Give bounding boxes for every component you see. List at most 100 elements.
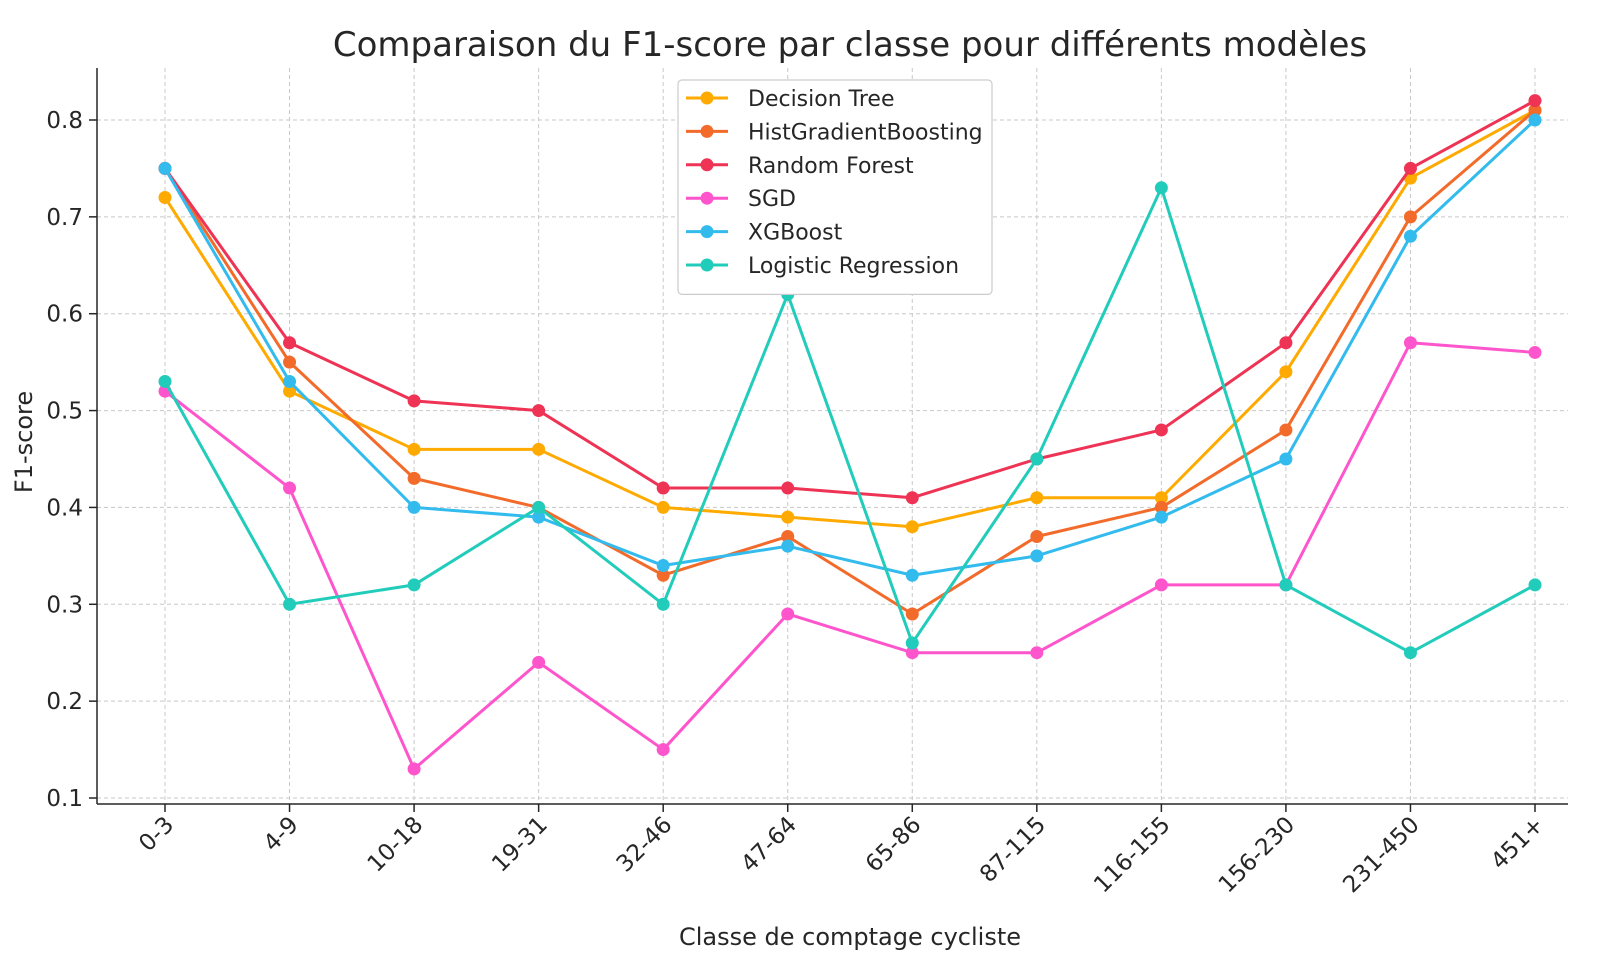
series-decision-tree bbox=[158, 103, 1542, 534]
legend-item-xgboost: XGBoost bbox=[686, 221, 843, 246]
data-point-random-forest bbox=[1279, 336, 1293, 350]
y-tick-label: 0.6 bbox=[46, 302, 83, 328]
data-point-logistic-regression bbox=[1030, 452, 1044, 466]
data-point-histgradientboosting bbox=[407, 471, 421, 485]
data-point-xgboost bbox=[158, 161, 172, 175]
y-tick-label: 0.4 bbox=[46, 495, 83, 521]
data-point-decision-tree bbox=[781, 510, 795, 524]
data-point-decision-tree bbox=[905, 520, 919, 534]
legend-item-sgd: SGD bbox=[686, 187, 796, 212]
data-point-random-forest bbox=[1154, 423, 1168, 437]
chart-title: Comparaison du F1-score par classe pour … bbox=[333, 25, 1367, 65]
x-tick-label: 0-3 bbox=[134, 812, 179, 857]
data-point-sgd bbox=[656, 743, 670, 757]
data-point-decision-tree bbox=[532, 442, 546, 456]
legend-item-decision-tree: Decision Tree bbox=[686, 87, 895, 112]
data-point-decision-tree bbox=[1154, 491, 1168, 505]
legend-swatch-marker bbox=[700, 91, 714, 105]
data-point-xgboost bbox=[1030, 549, 1044, 563]
data-point-xgboost bbox=[656, 559, 670, 573]
data-point-sgd bbox=[781, 607, 795, 621]
data-point-xgboost bbox=[1154, 510, 1168, 524]
data-point-logistic-regression bbox=[905, 636, 919, 650]
legend-label: Random Forest bbox=[748, 154, 914, 179]
data-point-random-forest bbox=[781, 481, 795, 495]
data-point-histgradientboosting bbox=[1030, 529, 1044, 543]
data-point-logistic-regression bbox=[407, 578, 421, 592]
data-point-sgd bbox=[407, 762, 421, 776]
data-point-xgboost bbox=[283, 375, 297, 389]
x-tick-label: 19-31 bbox=[487, 812, 553, 878]
series-group bbox=[158, 94, 1542, 776]
series-line-decision-tree bbox=[163, 108, 1536, 529]
x-tick-label: 4-9 bbox=[259, 812, 304, 857]
data-point-sgd bbox=[1403, 336, 1417, 350]
data-point-random-forest bbox=[532, 404, 546, 418]
data-point-sgd bbox=[1154, 578, 1168, 592]
x-tick-label: 116-155 bbox=[1089, 812, 1175, 898]
data-point-decision-tree bbox=[407, 442, 421, 456]
data-point-decision-tree bbox=[158, 190, 172, 204]
x-tick-label: 10-18 bbox=[363, 812, 429, 878]
y-tick-label: 0.7 bbox=[46, 205, 83, 231]
legend-item-logistic-regression: Logistic Regression bbox=[686, 254, 959, 279]
legend-label: XGBoost bbox=[748, 221, 843, 246]
y-tick-label: 0.5 bbox=[46, 399, 83, 425]
legend-swatch-marker bbox=[700, 124, 714, 138]
data-point-logistic-regression bbox=[1279, 578, 1293, 592]
data-point-decision-tree bbox=[283, 384, 297, 398]
x-axis-label: Classe de comptage cycliste bbox=[679, 923, 1021, 951]
legend-label: Decision Tree bbox=[748, 87, 895, 112]
data-point-histgradientboosting bbox=[1279, 423, 1293, 437]
data-point-histgradientboosting bbox=[656, 568, 670, 582]
legend-swatch-marker bbox=[700, 258, 714, 272]
data-point-histgradientboosting bbox=[905, 607, 919, 621]
data-point-xgboost bbox=[532, 510, 546, 524]
y-tick-label: 0.1 bbox=[46, 786, 83, 812]
legend-swatch-marker bbox=[700, 191, 714, 205]
x-tick-label: 87-115 bbox=[975, 812, 1051, 888]
data-point-histgradientboosting bbox=[1403, 210, 1417, 224]
data-point-logistic-regression bbox=[1403, 646, 1417, 660]
data-point-logistic-regression bbox=[283, 597, 297, 611]
data-point-random-forest bbox=[905, 491, 919, 505]
series-xgboost bbox=[158, 113, 1542, 582]
data-point-sgd bbox=[1528, 345, 1542, 359]
data-point-logistic-regression bbox=[1154, 181, 1168, 195]
data-point-histgradientboosting bbox=[781, 529, 795, 543]
data-point-random-forest bbox=[1528, 94, 1542, 108]
data-point-xgboost bbox=[1279, 452, 1293, 466]
data-point-histgradientboosting bbox=[1528, 103, 1542, 117]
data-point-xgboost bbox=[905, 568, 919, 582]
x-tick-label: 156-230 bbox=[1214, 812, 1300, 898]
data-point-histgradientboosting bbox=[283, 355, 297, 369]
legend-item-random-forest: Random Forest bbox=[686, 154, 914, 179]
legend-item-histgradientboosting: HistGradientBoosting bbox=[686, 120, 983, 145]
data-point-histgradientboosting bbox=[1154, 500, 1168, 514]
data-point-logistic-regression bbox=[656, 597, 670, 611]
data-point-xgboost bbox=[1528, 113, 1542, 127]
x-tick-label: 47-64 bbox=[736, 812, 802, 878]
data-point-random-forest bbox=[1403, 161, 1417, 175]
y-tick-label: 0.3 bbox=[46, 592, 83, 618]
data-point-decision-tree bbox=[656, 500, 670, 514]
data-point-logistic-regression bbox=[532, 500, 546, 514]
data-point-sgd bbox=[283, 481, 297, 495]
series-line-sgd bbox=[164, 341, 1536, 771]
legend-label: HistGradientBoosting bbox=[748, 120, 983, 145]
data-point-random-forest bbox=[283, 336, 297, 350]
data-point-logistic-regression bbox=[158, 375, 172, 389]
series-line-logistic-regression bbox=[163, 186, 1536, 655]
y-axis-label: F1-score bbox=[10, 391, 38, 493]
legend-swatch-marker bbox=[700, 158, 714, 172]
series-line-random-forest bbox=[163, 99, 1536, 500]
series-histgradientboosting bbox=[158, 103, 1542, 621]
legend-label: SGD bbox=[748, 187, 796, 212]
series-line-xgboost bbox=[163, 118, 1537, 577]
x-tick-label: 65-86 bbox=[861, 812, 927, 878]
data-point-random-forest bbox=[656, 481, 670, 495]
x-tick-label: 231-450 bbox=[1338, 812, 1424, 898]
data-point-random-forest bbox=[407, 394, 421, 408]
